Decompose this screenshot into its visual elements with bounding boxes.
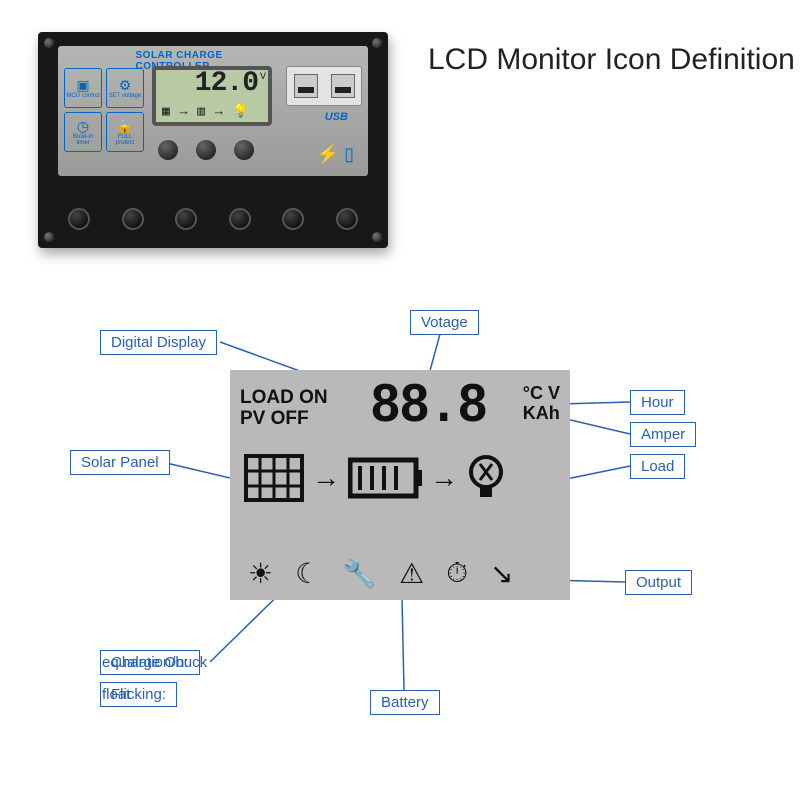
lcd-unit-cv: °C V (523, 384, 560, 404)
mini-icons: ⚡ ▯ (317, 144, 354, 165)
lcd-diagram: LOAD ON PV OFF 88.8 °C V KAh → (70, 310, 730, 740)
button-row (158, 140, 254, 160)
terminal-icon (229, 208, 251, 230)
screw-icon (44, 38, 54, 48)
bulb-icon (466, 452, 506, 504)
screw-icon (372, 38, 382, 48)
lcd-mini-flow: ▦ → ▥ → 💡 (162, 104, 250, 119)
callout-flicking-note: float (100, 686, 130, 703)
feature-grid: ▣MCU control ⚙SET voltage ◷Build-in time… (64, 68, 144, 152)
arrow-icon: → (430, 462, 458, 494)
lcd-load-on: LOAD ON (240, 388, 328, 409)
usb-port-icon (331, 74, 355, 98)
callout-charge-note: equalation/buck (100, 654, 207, 671)
callout-amper: Amper (630, 422, 696, 447)
feature-label: FULL protect (108, 134, 142, 146)
feature-protect: 🔒FULL protect (106, 112, 144, 152)
callout-charge-on: Charge On: equalation/buck (100, 650, 200, 675)
callout-flicking: Flicking: float (100, 682, 177, 707)
arrow-icon: → (312, 462, 340, 494)
wrench-icon: 🔧 (342, 557, 377, 590)
feature-set-voltage: ⚙SET voltage (106, 68, 144, 108)
chip-icon: ▣ (76, 78, 89, 92)
product-photo: SOLAR CHARGE CONTROLLER ▣MCU control ⚙SE… (38, 32, 388, 248)
product-button (196, 140, 216, 160)
lcd-digits: 88.8 (370, 374, 486, 438)
lcd-flow-row: → → (244, 452, 506, 504)
clock-icon: ⏱ (446, 557, 468, 590)
feature-mcu: ▣MCU control (64, 68, 102, 108)
warning-icon: ⚠ (399, 557, 424, 590)
page-title: LCD Monitor Icon Definition (428, 42, 795, 78)
screw-icon (372, 232, 382, 242)
terminal-icon (122, 208, 144, 230)
feature-label: SET voltage (109, 93, 142, 99)
faceplate: SOLAR CHARGE CONTROLLER ▣MCU control ⚙SE… (58, 46, 368, 176)
output-arrow-icon: ↘ (490, 557, 513, 590)
lcd-mini-readout: 12.0 (195, 68, 258, 99)
feature-timer: ◷Build-in timer (64, 112, 102, 152)
usb-port-icon (294, 74, 318, 98)
callout-output: Output (625, 570, 692, 595)
lock-icon: 🔒 (116, 119, 133, 133)
clock-icon: ◷ (77, 119, 89, 133)
gear-icon: ⚙ (119, 78, 132, 92)
feature-label: MCU control (66, 93, 99, 99)
feature-label: Build-in timer (66, 134, 100, 146)
terminal-row (68, 204, 358, 234)
lcd-units: °C V KAh (523, 384, 560, 424)
lcd-symbol-row: ☀ ☾ 🔧 ⚠ ⏱ ↘ (248, 557, 514, 590)
terminal-icon (282, 208, 304, 230)
battery-icon (348, 454, 422, 502)
lcd-unit-kah: KAh (523, 404, 560, 424)
lcd-status: LOAD ON PV OFF (240, 388, 328, 430)
lcd-pv-off: PV OFF (240, 409, 328, 430)
terminal-icon (68, 208, 90, 230)
usb-label: USB (325, 111, 348, 123)
usb-block (286, 66, 362, 106)
lcd-mini-unit: V (260, 72, 266, 83)
lcd-panel: LOAD ON PV OFF 88.8 °C V KAh → (230, 370, 570, 600)
callout-load: Load (630, 454, 685, 479)
screw-icon (44, 232, 54, 242)
callout-digital-display: Digital Display (100, 330, 217, 355)
product-button (158, 140, 178, 160)
sun-icon: ☀ (248, 557, 273, 590)
terminal-icon (336, 208, 358, 230)
callout-voltage: Votage (410, 310, 479, 335)
solar-panel-icon (244, 454, 304, 502)
lcd-mini: 12.0 V ▦ → ▥ → 💡 (152, 66, 272, 126)
callout-hour: Hour (630, 390, 685, 415)
callout-battery: Battery (370, 690, 440, 715)
terminal-icon (175, 208, 197, 230)
product-button (234, 140, 254, 160)
callout-solar-panel: Solar Panel (70, 450, 170, 475)
moon-icon: ☾ (295, 557, 320, 590)
